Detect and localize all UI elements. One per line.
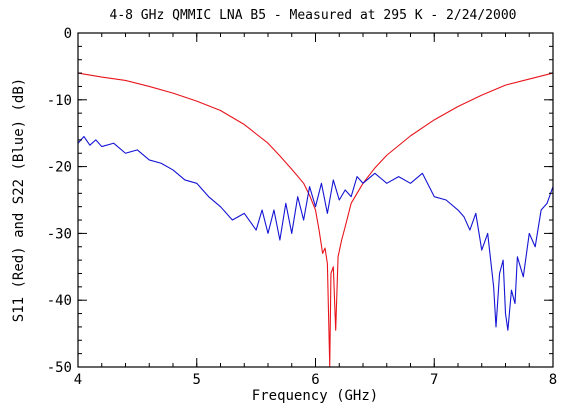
y-tick-label: -40 bbox=[47, 293, 72, 309]
y-axis-label: S11 (Red) and S22 (Blue) (dB) bbox=[11, 78, 27, 322]
series-line-s11-red bbox=[78, 72, 553, 367]
x-axis-label: Frequency (GHz) bbox=[252, 388, 378, 404]
series-line-s22-blue bbox=[78, 135, 553, 331]
x-tick-label: 4 bbox=[74, 372, 82, 388]
y-tick-label: -30 bbox=[47, 226, 72, 242]
x-tick-label: 8 bbox=[549, 372, 557, 388]
plot-frame bbox=[77, 32, 554, 368]
x-tick-label: 5 bbox=[193, 372, 201, 388]
y-tick-label: -10 bbox=[47, 93, 72, 109]
y-tick-label: -20 bbox=[47, 160, 72, 176]
y-tick-label: 0 bbox=[64, 26, 72, 42]
plot-area: 4 5 6 7 8 0 -10 -20 -30 -40 -50 bbox=[47, 26, 558, 388]
x-tick-label: 7 bbox=[430, 372, 438, 388]
ticks-layer: 4 5 6 7 8 0 -10 -20 -30 -40 -50 bbox=[47, 26, 558, 388]
chart-title: 4-8 GHz QMMIC LNA B5 - Measured at 295 K… bbox=[110, 8, 517, 23]
series-layer bbox=[78, 72, 553, 367]
x-tick-label: 6 bbox=[311, 372, 319, 388]
y-tick-label: -50 bbox=[47, 360, 72, 376]
